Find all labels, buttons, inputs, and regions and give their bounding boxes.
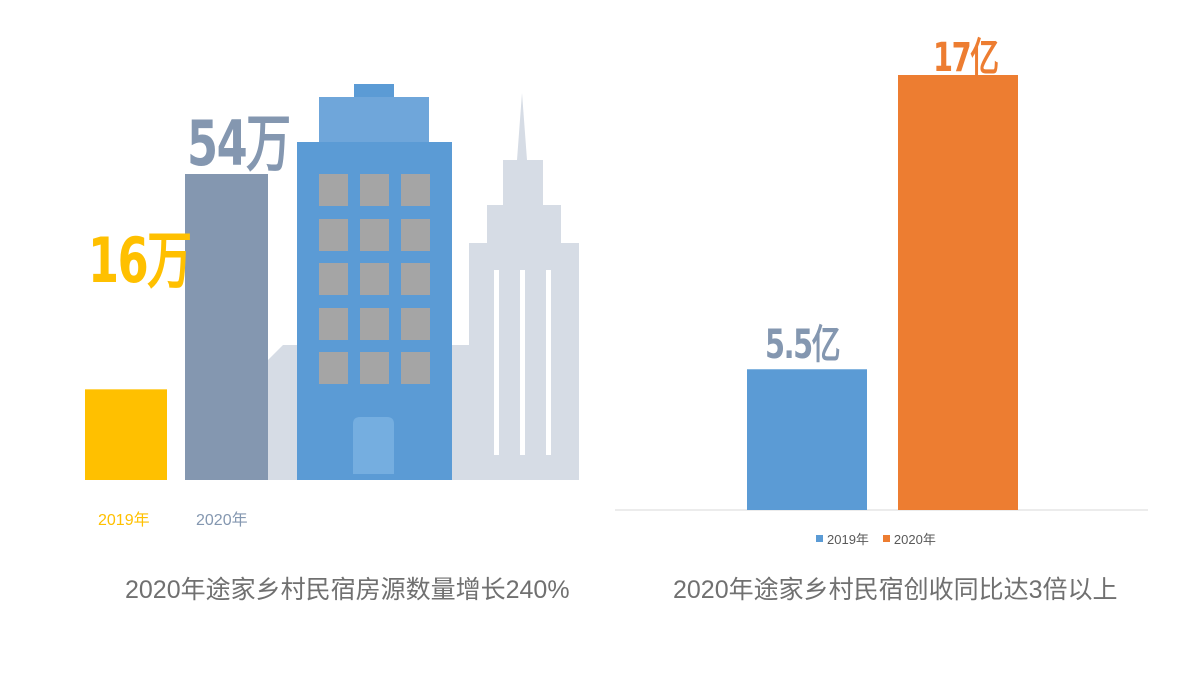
tower-window bbox=[360, 219, 389, 251]
revenue-chart bbox=[615, 75, 1148, 511]
data-label-2020-listings: 54万 bbox=[187, 107, 291, 180]
x-label-2020: 2020年 bbox=[196, 512, 248, 529]
tower-window bbox=[401, 219, 430, 251]
tower-window bbox=[401, 174, 430, 206]
tower-top bbox=[319, 97, 429, 142]
tower-window bbox=[401, 352, 430, 384]
chart-legend: 2019年 2020年 bbox=[816, 529, 936, 548]
legend-swatch-2020 bbox=[882, 535, 890, 542]
bar-2019-listings bbox=[85, 389, 167, 480]
legend-label-2019: 2019年 bbox=[827, 532, 869, 547]
tower-window bbox=[401, 263, 430, 295]
spire-building bbox=[452, 93, 579, 480]
spire-building-columns bbox=[494, 270, 551, 455]
tower-window bbox=[360, 263, 389, 295]
bar-2020-revenue bbox=[898, 75, 1018, 510]
tower-window bbox=[319, 352, 348, 384]
data-label-2019-revenue: 5.5亿 bbox=[765, 322, 840, 368]
tower-windows bbox=[319, 174, 430, 384]
tower-window bbox=[319, 174, 348, 206]
legend-label-2020: 2020年 bbox=[893, 532, 936, 547]
left-low-building bbox=[268, 345, 300, 480]
data-label-2019-listings: 16万 bbox=[88, 224, 192, 297]
data-label-2020-revenue: 17亿 bbox=[933, 35, 999, 81]
x-label-2019: 2019年 bbox=[98, 512, 150, 529]
legend-swatch-2019 bbox=[816, 535, 823, 542]
tower-window bbox=[401, 308, 430, 340]
tower-window bbox=[360, 308, 389, 340]
tower-window bbox=[360, 174, 389, 206]
right-chart-title: 2020年途家乡村民宿创收同比达3倍以上 bbox=[673, 576, 1118, 604]
tower-door bbox=[353, 417, 394, 474]
bar-2020-listings bbox=[185, 174, 268, 480]
tower-antenna bbox=[354, 84, 394, 98]
left-chart-title: 2020年途家乡村民宿房源数量增长240% bbox=[125, 576, 570, 604]
bar-2019-revenue bbox=[747, 369, 867, 510]
tower-window bbox=[319, 263, 348, 295]
city-illustration bbox=[85, 84, 579, 480]
tower-window bbox=[319, 219, 348, 251]
tower-window bbox=[319, 308, 348, 340]
tower-window bbox=[360, 352, 389, 384]
